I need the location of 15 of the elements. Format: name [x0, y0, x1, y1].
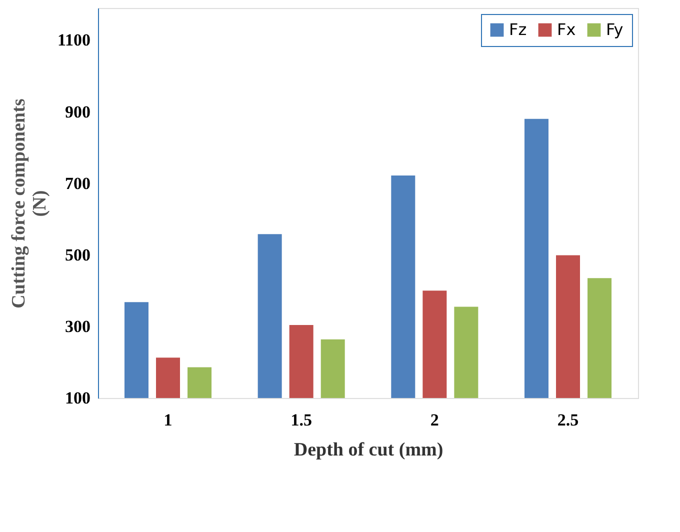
legend-label: Fy [606, 20, 624, 39]
x-tick-label: 2.5 [557, 410, 579, 430]
y-tick-label: 300 [65, 316, 90, 336]
x-tick-label: 2 [430, 410, 439, 430]
x-axis-title: Depth of cut (mm) [294, 440, 444, 460]
y-tick-label: 500 [65, 245, 90, 264]
legend-label: Fx [557, 20, 576, 39]
y-tick-label: 900 [65, 102, 90, 122]
y-tick-label: 700 [65, 174, 90, 193]
y-axis-title: Cutting force components (N) [8, 98, 50, 308]
x-tick-label: 1 [164, 410, 172, 430]
legend-label: Fz [509, 20, 527, 39]
y-tick-label: 1100 [57, 30, 90, 50]
y-tick-label: 100 [65, 388, 90, 408]
x-tick-label: 1.5 [290, 410, 312, 430]
